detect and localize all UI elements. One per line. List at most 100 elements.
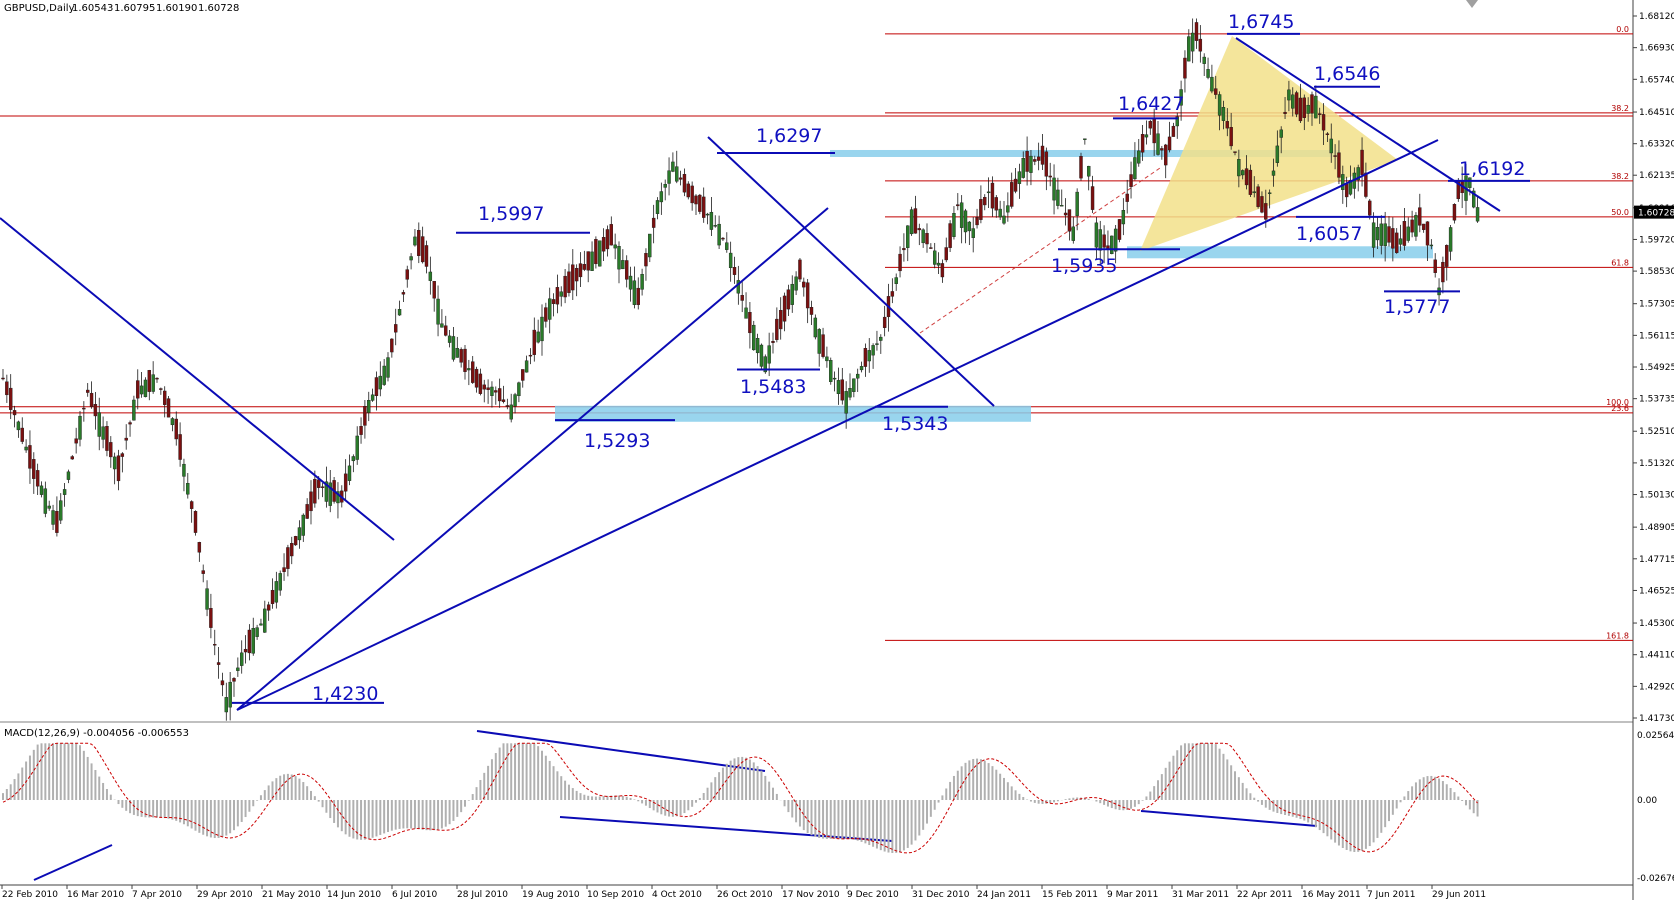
bear-candle xyxy=(478,373,483,394)
bear-candle xyxy=(417,230,421,256)
bear-candle xyxy=(1418,207,1422,226)
bull-candle xyxy=(590,251,594,271)
trend-line xyxy=(0,217,395,541)
bear-candle xyxy=(651,217,656,228)
bear-candle xyxy=(890,291,895,297)
bear-candle xyxy=(1452,204,1457,221)
bear-candle xyxy=(197,542,202,553)
bull-candle xyxy=(355,435,359,460)
bull-candle xyxy=(274,581,279,603)
bull-candle xyxy=(1267,192,1272,194)
bear-candle xyxy=(1160,148,1164,151)
bull-candle xyxy=(1240,170,1245,176)
bull-candle xyxy=(455,348,459,358)
bull-candle xyxy=(1190,32,1195,52)
bear-candle xyxy=(1225,121,1230,129)
bull-candle xyxy=(428,271,433,281)
bear-candle xyxy=(1036,156,1041,161)
bear-candle xyxy=(1298,97,1303,122)
bear-candle xyxy=(305,504,309,519)
bull-candle xyxy=(717,223,721,246)
bull-candle xyxy=(1398,238,1403,245)
bull-candle xyxy=(767,345,771,364)
time-axis-label: 14 Jun 2010 xyxy=(327,890,381,900)
bear-candle xyxy=(247,629,252,654)
fib-level-label: 100.0 xyxy=(1606,398,1629,407)
bear-candle xyxy=(571,264,575,291)
bear-candle xyxy=(35,470,40,487)
bull-candle xyxy=(1098,229,1102,251)
bull-candle xyxy=(1121,210,1126,225)
bear-candle xyxy=(213,644,217,646)
bull-candle xyxy=(1075,191,1079,216)
bear-candle xyxy=(28,445,32,469)
price-axis-label: 1.42920 xyxy=(1639,682,1674,692)
bear-candle xyxy=(459,349,463,363)
price-axis-label: 1.44110 xyxy=(1639,651,1674,661)
bull-candle xyxy=(848,388,852,398)
price-axis-label: 1.68120 xyxy=(1639,12,1674,22)
time-axis-label: 9 Dec 2010 xyxy=(847,890,899,900)
bear-candle xyxy=(555,287,560,305)
trend-line xyxy=(236,139,1439,711)
bear-candle xyxy=(136,380,140,399)
bull-candle xyxy=(205,588,209,610)
bull-candle xyxy=(1287,89,1291,101)
price-axis-label: 1.64510 xyxy=(1639,108,1674,118)
bear-candle xyxy=(1260,196,1264,213)
bull-candle xyxy=(725,242,729,250)
bull-candle xyxy=(1291,94,1295,109)
bear-candle xyxy=(1090,186,1095,210)
bear-candle xyxy=(782,295,787,322)
bull-candle xyxy=(817,329,821,354)
bear-candle xyxy=(1445,245,1449,267)
bull-candle xyxy=(1083,138,1087,140)
bull-candle xyxy=(598,240,602,267)
price-axis-label: 1.58530 xyxy=(1639,267,1674,277)
bear-candle xyxy=(990,182,995,209)
bear-candle xyxy=(1233,151,1237,153)
ohlc-high: 1.60795 xyxy=(114,3,155,14)
support-zone xyxy=(1127,246,1433,259)
bear-candle xyxy=(89,392,94,407)
bear-candle xyxy=(1140,134,1145,153)
bull-candle xyxy=(871,345,875,356)
bull-candle xyxy=(963,210,968,233)
bull-candle xyxy=(1314,95,1318,119)
bull-candle xyxy=(921,229,925,244)
bull-candle xyxy=(1133,157,1137,180)
bear-candle xyxy=(994,197,998,211)
bull-candle xyxy=(705,213,710,216)
bull-candle xyxy=(170,418,175,426)
bull-candle xyxy=(1221,107,1226,121)
bear-candle xyxy=(424,245,429,267)
bull-candle xyxy=(1144,134,1149,138)
bull-candle xyxy=(228,681,232,708)
macd-axis-label: 0.00 xyxy=(1637,796,1657,806)
harmonic-pattern-triangle xyxy=(1140,36,1398,251)
bull-candle xyxy=(813,317,818,338)
bear-candle xyxy=(721,237,725,240)
bull-candle xyxy=(447,335,452,343)
bear-candle xyxy=(636,287,640,305)
bull-candle xyxy=(971,228,975,238)
bull-candle xyxy=(859,366,864,371)
bull-candle xyxy=(1271,170,1276,176)
bull-candle xyxy=(1202,56,1206,64)
bear-candle xyxy=(1256,186,1260,207)
bull-candle xyxy=(879,336,883,341)
bear-candle xyxy=(209,608,213,628)
bull-candle xyxy=(559,291,563,297)
price-annotation: 1,6057 xyxy=(1296,223,1362,245)
bull-candle xyxy=(1468,177,1472,188)
price-axis-label: 1.53735 xyxy=(1639,395,1674,405)
bull-candle xyxy=(143,379,148,398)
bear-candle xyxy=(690,185,694,204)
bull-candle xyxy=(186,483,190,495)
bull-candle xyxy=(1471,190,1476,208)
bear-candle xyxy=(401,292,406,295)
bull-candle xyxy=(139,385,144,395)
bear-candle xyxy=(775,318,779,340)
bear-candle xyxy=(805,282,810,309)
price-annotation: 1,6297 xyxy=(756,125,822,147)
